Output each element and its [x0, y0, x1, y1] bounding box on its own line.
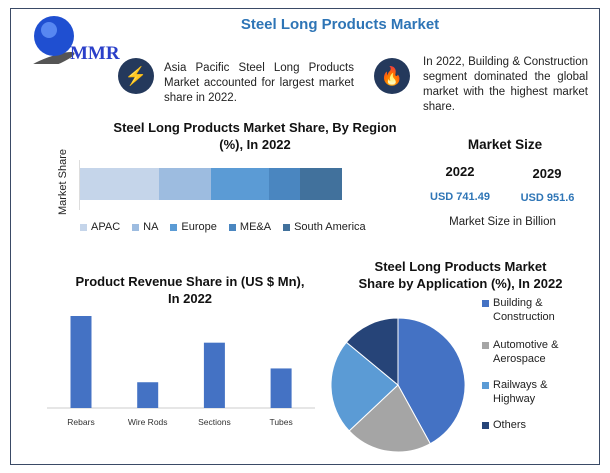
- product-chart-title: Product Revenue Share in (US $ Mn), In 2…: [75, 274, 305, 306]
- region-legend-item: Europe: [170, 221, 217, 233]
- legend-swatch: [283, 223, 291, 231]
- year-2029: 2029: [532, 166, 562, 181]
- region-y-label: Market Share: [57, 148, 69, 216]
- pie-slice-others: [345, 317, 399, 387]
- region-segment-na: [158, 168, 211, 200]
- pie-legend-item: Others: [482, 418, 578, 432]
- region-axis: [79, 160, 80, 210]
- legend-swatch: [80, 223, 87, 231]
- legend-swatch: [482, 382, 489, 389]
- region-segment-apac: [80, 168, 159, 200]
- value-2029: USD 951.6: [520, 192, 575, 204]
- product-bar-chart: Rebars Wire Rods Sections Tubes: [47, 316, 315, 427]
- pie-legend-item: Railways & Highway: [482, 378, 578, 406]
- legend-swatch: [482, 300, 489, 307]
- lightning-icon: ⚡: [118, 58, 154, 94]
- market-size-heading: Market Size: [467, 137, 543, 152]
- legend-label: Building & Construction: [493, 297, 555, 323]
- region-legend-item: South America: [283, 221, 366, 233]
- bar-sections: [203, 342, 225, 408]
- region-segment-europe: [210, 168, 269, 200]
- region-segment-south-america: [300, 168, 342, 200]
- bar-wire-rods: [137, 382, 159, 408]
- region-segment-me-a: [268, 168, 301, 200]
- bar-tubes: [270, 368, 292, 408]
- pie-slice-railways-highway: [330, 341, 399, 432]
- x-tick-label: Tubes: [269, 417, 292, 427]
- x-tick-label: Wire Rods: [128, 417, 168, 427]
- bar-rebars: [70, 316, 92, 408]
- pie-legend-item: Automotive & Aerospace: [482, 338, 578, 366]
- region-legend-item: NA: [132, 221, 158, 233]
- region-chart-title: Steel Long Products Market Share, By Reg…: [113, 120, 397, 152]
- x-tick-label: Rebars: [67, 417, 94, 427]
- page-title: Steel Long Products Market: [240, 16, 440, 33]
- legend-label: Automotive & Aerospace: [493, 339, 559, 365]
- market-size-caption: Market Size in Billion: [449, 216, 556, 228]
- region-stacked-bar: [80, 168, 342, 200]
- region-legend: APAC NA Europe ME&A South America: [80, 221, 366, 233]
- logo-text: MMR: [70, 43, 120, 64]
- x-tick-label: Sections: [198, 417, 231, 427]
- pie-legend-item: Building & Construction: [482, 296, 578, 324]
- legend-label: ME&A: [239, 221, 272, 233]
- value-2022: USD 741.49: [430, 191, 490, 203]
- legend-swatch: [132, 223, 140, 231]
- legend-label: Railways & Highway: [493, 379, 548, 405]
- legend-swatch: [228, 223, 236, 231]
- legend-label: Europe: [181, 221, 217, 233]
- legend-label: NA: [143, 221, 159, 233]
- application-note: In 2022, Building & Construction segment…: [423, 56, 588, 113]
- legend-label: Others: [493, 419, 527, 431]
- application-pie-chart: [330, 317, 466, 453]
- pie-slice-automotive-aerospace: [348, 384, 431, 453]
- year-2022: 2022: [445, 164, 475, 179]
- flame-icon: 🔥: [374, 58, 410, 94]
- frame-border: [10, 8, 600, 465]
- mmr-logo: MMR: [22, 14, 132, 73]
- region-legend-item: APAC: [80, 221, 120, 233]
- region-legend-item: ME&A: [228, 221, 272, 233]
- pie-slice-building-construction: [397, 317, 466, 445]
- legend-swatch: [482, 342, 489, 349]
- pie-chart-title: Steel Long Products Market Share by Appl…: [358, 259, 563, 291]
- region-note: Asia Pacific Steel Long Products Market …: [164, 62, 354, 104]
- legend-label: South America: [294, 221, 366, 233]
- legend-swatch: [482, 422, 489, 429]
- legend-swatch: [170, 223, 178, 231]
- legend-label: APAC: [91, 221, 121, 233]
